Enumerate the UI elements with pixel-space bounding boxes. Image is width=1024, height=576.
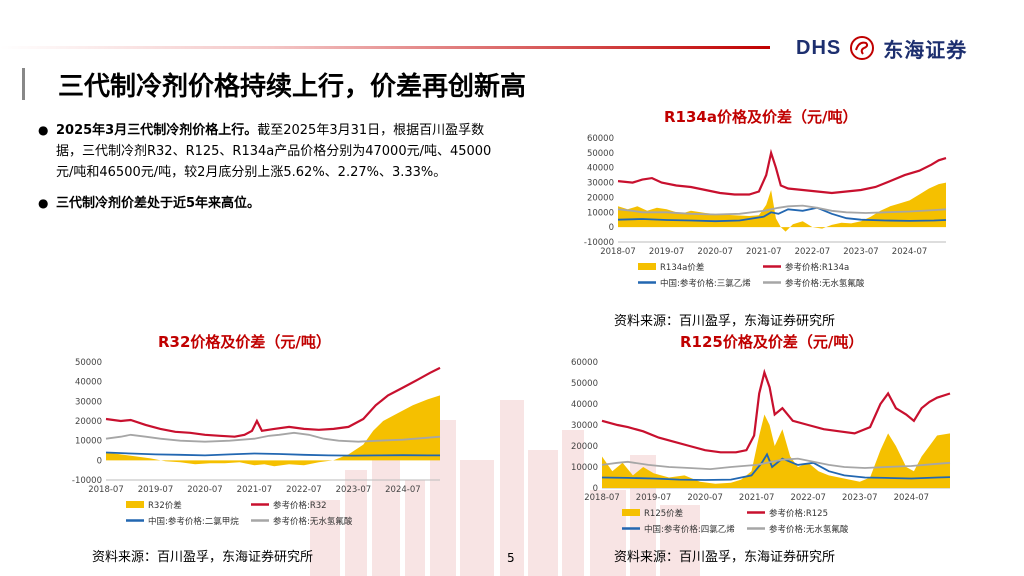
legend-swatch [638, 263, 656, 270]
y-tick-label: 30000 [587, 179, 614, 189]
bullet-bold: 2025年3月三代制冷剂价格上行。 [56, 123, 258, 138]
y-tick-label: 20000 [571, 442, 598, 452]
logo-text-cn: 东海证券 [883, 37, 968, 62]
spread-area [618, 182, 946, 232]
x-tick-label: 2020-07 [697, 247, 733, 257]
x-tick-label: 2022-07 [795, 247, 831, 257]
bullet-item: ● 三代制冷剂价差处于近5年来高位。 [38, 193, 498, 214]
y-tick-label: 60000 [587, 134, 614, 144]
x-tick-label: 2019-07 [636, 493, 672, 503]
x-tick-label: 2023-07 [843, 247, 879, 257]
skyline-watermark [310, 400, 700, 576]
bullet-item: ● 2025年3月三代制冷剂价格上行。截至2025年3月31日，根据百川盈孚数据… [38, 120, 498, 183]
legend-label: 参考价格:无水氢氟酸 [273, 516, 353, 527]
bullet-list: ● 2025年3月三代制冷剂价格上行。截至2025年3月31日，根据百川盈孚数据… [38, 120, 498, 224]
raw1-line [105, 451, 440, 457]
price-line [105, 366, 441, 438]
y-tick-label: 20000 [75, 417, 102, 427]
spread-area [602, 414, 950, 488]
legend-label: 参考价格:无水氢氟酸 [785, 278, 865, 289]
legend-label: 参考价格:R125 [769, 508, 828, 519]
legend-label: R134a价差 [660, 262, 704, 273]
legend-label: R125价差 [644, 508, 683, 519]
y-tick-label: 0 [609, 223, 614, 233]
r32-chart-title: R32价格及价差（元/吨） [158, 333, 331, 351]
r134a-source: 资料来源：百川盈孚，东海证券研究所 [614, 314, 836, 329]
r32-chart: -10000 0 10000 20000 30000 40000 50000 2018-07 2… [72, 358, 441, 527]
bullet-dot-icon: ● [38, 123, 49, 137]
y-tick-label: 50000 [571, 379, 598, 389]
bullet-bold: 三代制冷剂价差处于近5年来高位。 [56, 196, 261, 211]
y-tick-label: 0 [97, 456, 102, 466]
x-tick-label: 2020-07 [687, 493, 723, 503]
legend-label: 中国:参考价格:三氯乙烯 [660, 278, 751, 289]
bullet-text: 截至2025年3月31日，根据百川盈孚数据，三代制冷剂R32、R125、R134… [56, 123, 492, 180]
dragon-icon [850, 36, 875, 60]
x-tick-label: 2021-07 [746, 247, 782, 257]
r134a-chart: -10000 0 10000 20000 30000 40000 50000 60000 201… [584, 134, 947, 289]
raw1-line [601, 452, 951, 481]
logo-text-en: DHS [796, 36, 842, 59]
header-rule [0, 46, 770, 49]
title-accent-bar [22, 68, 25, 100]
y-tick-label: 40000 [587, 164, 614, 174]
x-tick-label: 2024-07 [894, 493, 930, 503]
r125-chart-title: R125价格及价差（元/吨） [680, 333, 864, 351]
y-tick-label: 20000 [587, 193, 614, 203]
y-tick-label: 0 [593, 484, 598, 494]
x-tick-label: 2019-07 [138, 485, 174, 495]
page-number: 5 [507, 551, 515, 565]
hf-line [617, 204, 947, 216]
x-tick-label: 2018-07 [584, 493, 620, 503]
y-tick-label: 50000 [587, 149, 614, 159]
x-tick-label: 2023-07 [336, 485, 372, 495]
y-tick-label: 10000 [571, 463, 598, 473]
y-tick-label: 60000 [571, 358, 598, 368]
legend-swatch [622, 509, 640, 516]
x-tick-label: 2021-07 [739, 493, 775, 503]
y-tick-label: 40000 [75, 378, 102, 388]
x-tick-label: 2019-07 [649, 247, 685, 257]
page-title: 三代制冷剂价格持续上行，价差再创新高 [58, 72, 527, 102]
x-tick-label: 2024-07 [892, 247, 928, 257]
r125-chart: 0 10000 20000 30000 40000 50000 60000 2018-07 20… [571, 358, 951, 535]
y-tick-label: 30000 [75, 397, 102, 407]
y-tick-label: 50000 [75, 358, 102, 368]
x-tick-label: 2022-07 [286, 485, 322, 495]
x-tick-label: 2024-07 [385, 485, 421, 495]
raw1-line [617, 206, 947, 223]
hf-line [105, 431, 441, 443]
y-tick-label: 30000 [571, 421, 598, 431]
x-tick-label: 2022-07 [790, 493, 826, 503]
r32-source: 资料来源：百川盈孚，东海证券研究所 [92, 550, 314, 565]
y-tick-label: 40000 [571, 400, 598, 410]
legend-label: 参考价格:R134a [785, 262, 849, 273]
legend-swatch [126, 501, 144, 508]
y-tick-label: 10000 [587, 208, 614, 218]
r134a-chart-title: R134a价格及价差（元/吨） [664, 108, 858, 126]
r125-source: 资料来源：百川盈孚，东海证券研究所 [614, 550, 836, 565]
bullet-dot-icon: ● [38, 196, 49, 210]
y-tick-label: -10000 [584, 238, 614, 248]
legend-label: R32价差 [148, 500, 182, 511]
legend-label: 参考价格:无水氢氟酸 [769, 524, 849, 535]
company-logo: DHS 东海证券 [796, 32, 967, 64]
x-tick-label: 2018-07 [600, 247, 636, 257]
x-tick-label: 2018-07 [88, 485, 124, 495]
x-tick-label: 2020-07 [187, 485, 223, 495]
price-line [617, 148, 947, 196]
x-tick-label: 2023-07 [842, 493, 878, 503]
legend-label: 中国:参考价格:四氯乙烯 [644, 524, 735, 535]
hf-line [601, 457, 951, 471]
y-tick-label: 10000 [75, 437, 102, 447]
y-tick-label: -10000 [72, 476, 102, 486]
x-tick-label: 2021-07 [237, 485, 273, 495]
price-line [601, 368, 951, 454]
legend-label: 中国:参考价格:二氯甲烷 [148, 516, 239, 527]
legend-label: 参考价格:R32 [273, 500, 327, 511]
